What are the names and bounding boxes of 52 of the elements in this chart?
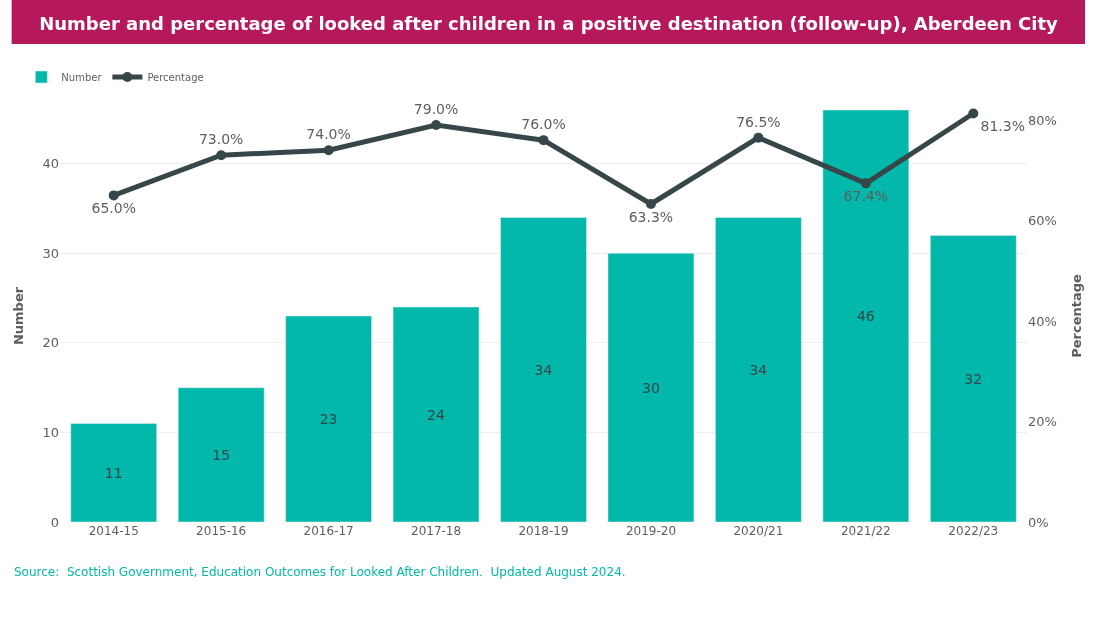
x-tick-label: 2017-18 <box>410 524 462 538</box>
x-tick-label: 2015-16 <box>196 524 247 538</box>
data-label: 76.5% <box>736 113 781 130</box>
point <box>538 135 549 146</box>
x-tick-label: 2021/22 <box>840 524 891 538</box>
y-tick-label: 30 <box>42 245 59 261</box>
y2-tick-label: 40% <box>1028 313 1057 329</box>
data-label: 24 <box>427 406 446 423</box>
x-tick-label: 2016-17 <box>303 524 354 538</box>
point <box>108 190 119 201</box>
y-axis-title: Number <box>11 286 27 346</box>
y-tick-label: 40 <box>42 156 59 172</box>
point <box>216 150 227 161</box>
data-label: 23 <box>319 411 338 427</box>
data-label: 67.4% <box>843 188 889 205</box>
y-tick-label: 10 <box>42 424 59 440</box>
data-label: 76.0% <box>521 116 566 133</box>
data-label: 32 <box>964 370 983 387</box>
y2-axis-title: Percentage <box>1068 274 1084 358</box>
y2-tick-label: 80% <box>1028 112 1057 128</box>
y-tick-label: 20 <box>42 335 59 351</box>
legend-label: Number <box>61 71 103 83</box>
point <box>860 178 871 189</box>
data-label: 11 <box>104 464 123 481</box>
y-tick-label: 0 <box>50 514 59 530</box>
data-label: 34 <box>534 361 553 378</box>
point <box>323 145 334 156</box>
data-label: 15 <box>212 446 231 463</box>
x-tick-label: 2018-19 <box>518 524 569 538</box>
point <box>753 132 764 143</box>
legend-label: Percentage <box>147 71 204 83</box>
data-label: 65.0% <box>91 200 136 217</box>
data-label: 73.0% <box>198 131 244 148</box>
source-note: Source: Scottish Government, Education Outcomes for Looked After Children. Updated August 2024. <box>14 565 626 579</box>
data-label: 46 <box>856 308 875 324</box>
y2-tick-label: 20% <box>1028 414 1057 430</box>
x-tick-label: 2022/23 <box>948 524 999 538</box>
point <box>645 198 656 209</box>
data-label: 34 <box>749 361 768 378</box>
data-label: 79.0% <box>413 101 459 118</box>
y2-tick-label: 60% <box>1028 213 1057 229</box>
point <box>431 120 442 131</box>
y2-tick-label: 0% <box>1028 514 1049 530</box>
data-label: 81.3% <box>980 118 1026 135</box>
point <box>968 108 979 119</box>
x-tick-label: 2014-15 <box>88 524 139 538</box>
data-label: 30 <box>642 379 660 396</box>
x-tick-label: 2020/21 <box>733 524 784 538</box>
data-label: 63.3% <box>628 208 674 225</box>
data-label: 74.0% <box>306 126 351 143</box>
x-tick-label: 2019-20 <box>625 524 677 538</box>
chart-title: Number and percentage of looked after children in a positive destination (follow-up), Aberdeen City <box>39 13 1059 35</box>
